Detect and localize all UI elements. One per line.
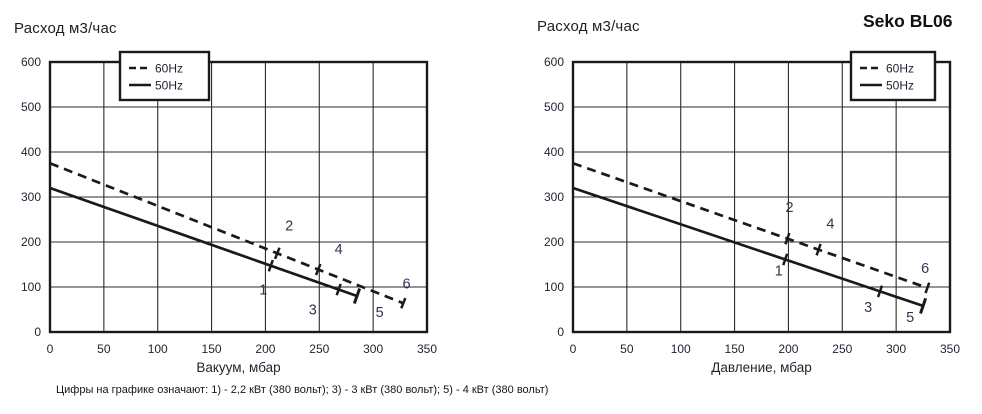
x-tick-label: 100 — [148, 342, 168, 356]
legend: 60Hz 50Hz — [118, 50, 211, 102]
legend-label: 50Hz — [155, 79, 183, 93]
power-point-tick — [784, 232, 791, 245]
power-point-tick — [273, 247, 281, 260]
power-point-tick — [815, 243, 822, 256]
footnote-caption: Цифры на графике означают: 1) - 2,2 кВт … — [56, 384, 549, 396]
x-axis-title: Вакуум, мбар — [196, 360, 280, 375]
x-tick-label: 200 — [255, 342, 275, 356]
legend-label: 60Hz — [886, 62, 914, 76]
power-point-tick — [876, 285, 884, 298]
x-tick-label: 350 — [417, 342, 437, 356]
power-point-tick — [267, 259, 274, 272]
x-tick-label: 200 — [778, 342, 798, 356]
annotation-label: 5 — [906, 310, 914, 326]
axis-tick-labels: 0 50 100 150 200 250 300 350 0 100 200 300 400 500 600 — [544, 55, 960, 356]
series-50hz-line — [572, 186, 928, 314]
line-end-cap — [919, 297, 928, 314]
x-tick-label: 250 — [832, 342, 852, 356]
annotation-label: 4 — [826, 217, 834, 233]
y-tick-label: 500 — [544, 100, 564, 114]
x-tick-label: 150 — [725, 342, 745, 356]
x-tick-label: 100 — [671, 342, 691, 356]
x-tick-label: 50 — [620, 342, 634, 356]
x-tick-label: 250 — [309, 342, 329, 356]
annotation-label: 6 — [921, 261, 929, 277]
right-chart-y-axis-title: Расход м3/час — [537, 18, 640, 35]
x-tick-label: 350 — [940, 342, 960, 356]
power-annotations: 1 2 3 4 5 6 — [775, 200, 930, 326]
annotation-label: 6 — [402, 276, 410, 292]
x-tick-label: 0 — [47, 342, 54, 356]
y-tick-label: 100 — [21, 280, 41, 294]
annotation-label: 4 — [335, 242, 343, 258]
annotation-label: 2 — [785, 200, 793, 216]
y-tick-label: 200 — [21, 235, 41, 249]
power-annotations: 1 2 3 4 5 6 — [259, 218, 410, 321]
y-tick-label: 600 — [544, 55, 564, 69]
annotation-label: 3 — [309, 303, 317, 319]
plot-border — [48, 60, 429, 334]
legend-label: 60Hz — [155, 62, 183, 76]
power-point-tick — [782, 253, 789, 266]
x-tick-label: 150 — [202, 342, 222, 356]
annotation-label: 2 — [285, 218, 293, 234]
y-tick-label: 500 — [21, 100, 41, 114]
left-chart-vacuum: 0 50 100 150 200 250 300 350 0 100 200 300 400 500 600… — [21, 50, 437, 375]
y-tick-label: 400 — [544, 145, 564, 159]
annotation-label: 1 — [775, 263, 783, 279]
legend-box — [849, 50, 937, 102]
y-tick-label: 200 — [544, 235, 564, 249]
annotation-label: 3 — [864, 300, 872, 316]
y-tick-label: 400 — [21, 145, 41, 159]
right-chart-pressure: 0 50 100 150 200 250 300 350 0 100 200 300 400 500 600… — [544, 50, 960, 375]
line-end-tick — [924, 282, 931, 294]
series-60hz-line — [49, 161, 407, 309]
annotation-label: 1 — [259, 283, 267, 299]
legend-box — [118, 50, 211, 102]
y-tick-label: 600 — [21, 55, 41, 69]
x-tick-label: 300 — [886, 342, 906, 356]
y-tick-label: 0 — [557, 325, 564, 339]
power-point-tick — [335, 283, 342, 296]
x-tick-label: 300 — [363, 342, 383, 356]
y-tick-label: 300 — [544, 190, 564, 204]
y-tick-label: 300 — [21, 190, 41, 204]
y-tick-label: 100 — [544, 280, 564, 294]
legend-label: 50Hz — [886, 79, 914, 93]
y-tick-label: 0 — [34, 325, 41, 339]
series-50hz-line — [49, 186, 362, 305]
axis-tick-labels: 0 50 100 150 200 250 300 350 0 100 200 300 400 500 600 — [21, 55, 437, 356]
x-axis-title: Давление, мбар — [711, 360, 811, 375]
annotation-label: 5 — [376, 305, 384, 321]
model-title: Seko BL06 — [863, 11, 953, 31]
grid-lines — [572, 61, 951, 333]
power-point-tick — [314, 263, 322, 276]
line-end-tick — [400, 297, 407, 309]
line-end-cap — [352, 287, 362, 305]
series-60hz-line — [572, 161, 931, 294]
plot-border — [571, 60, 952, 334]
legend: 60Hz 50Hz — [849, 50, 937, 102]
x-tick-label: 50 — [97, 342, 111, 356]
left-chart-y-axis-title: Расход м3/час — [14, 20, 117, 37]
x-tick-label: 0 — [570, 342, 577, 356]
